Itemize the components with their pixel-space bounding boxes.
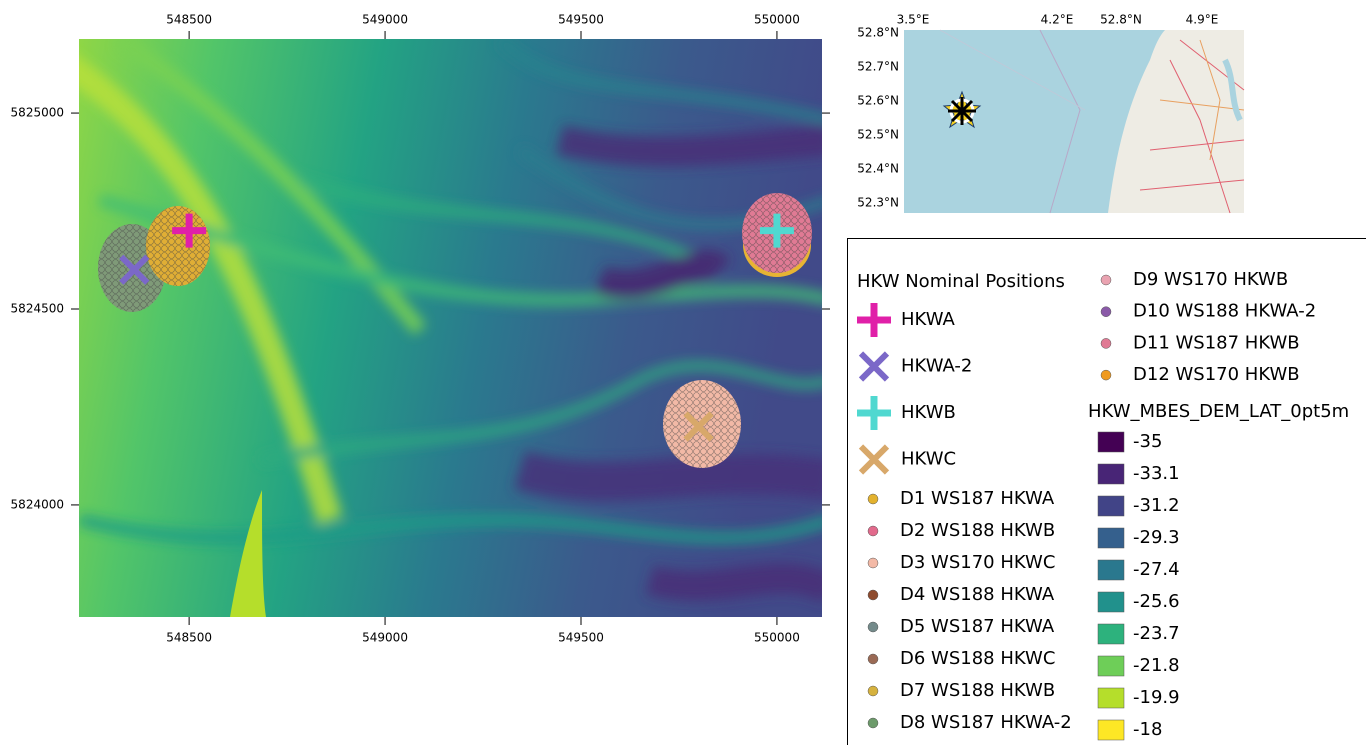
legend-swatch [1098,688,1124,708]
legend-label: D10 WS188 HKWA-2 [1133,301,1316,322]
legend-swatch [1098,560,1124,580]
legend-symbol [861,447,887,473]
legend-label: -35 [1133,431,1162,452]
legend-swatch [1098,720,1124,740]
x-tick-label: 549000 [362,631,408,645]
legend-symbol [857,396,891,430]
legend-label: -33.1 [1133,463,1180,484]
legend-label: HKWA [901,309,956,330]
legend-label: D3 WS170 HKWC [900,552,1055,573]
legend-symbol [861,354,887,380]
legend-label: -19.9 [1133,687,1180,708]
x-tick-label: 550000 [754,631,800,645]
legend-title: HKW Nominal Positions [857,271,1065,292]
x-tick-label: 549500 [558,631,604,645]
legend-swatch [1098,656,1124,676]
legend-label: D5 WS187 HKWA [900,616,1055,637]
x-tick-label: 550000 [754,13,800,27]
legend-label: -27.4 [1133,559,1180,580]
legend-label: D6 WS188 HKWC [900,648,1055,669]
legend-label: D8 WS187 HKWA-2 [900,712,1072,733]
legend-label: HKWA-2 [901,356,972,377]
legend-swatch [1098,432,1124,452]
inset-lat-label: 52.7°N [857,60,899,74]
legend-symbol [857,303,891,337]
inset-lon-label: 4.9°E [1186,13,1219,27]
legend-swatch [1098,496,1124,516]
inset-lon-label: 4.2°E [1041,13,1074,27]
legend-label: HKWB [901,402,956,423]
legend-dot [868,558,878,568]
legend-dot [868,494,878,504]
y-tick-label: 5824000 [11,497,64,511]
inset-lon-label: 52.8°N [1100,13,1142,27]
x-tick-label: 549500 [558,13,604,27]
inset-lat-label: 52.3°N [857,196,899,210]
legend-swatch [1098,464,1124,484]
legend-dot [868,590,878,600]
legend-dot [868,526,878,536]
legend-label: -23.7 [1133,623,1180,644]
legend-label: -31.2 [1133,495,1180,516]
legend-label: -29.3 [1133,527,1180,548]
legend-dot [1101,338,1111,348]
legend-label: -21.8 [1133,655,1180,676]
legend-label: HKWC [901,449,956,470]
legend-dot [868,622,878,632]
legend-label: D7 WS188 HKWB [900,680,1055,701]
legend-dot [868,686,878,696]
inset-lat-label: 52.4°N [857,162,899,176]
dem-raster [60,39,830,617]
inset-lat-label: 52.5°N [857,128,899,142]
legend-dot [1101,307,1111,317]
x-tick-label: 548500 [166,13,212,27]
legend-swatch [1098,528,1124,548]
y-tick-label: 5824500 [11,301,64,315]
legend-swatch [1098,624,1124,644]
legend-label: -25.6 [1133,591,1180,612]
legend-dot [868,718,878,728]
x-tick-label: 548500 [166,631,212,645]
legend-dot [1101,370,1111,380]
page: HKW Nominal Positions HKW_MBES_DEM_LAT_0… [0,0,1366,745]
inset-map [904,30,1244,213]
legend-dot [1101,275,1111,285]
legend-label: D9 WS170 HKWB [1133,269,1288,290]
legend-label: D11 WS187 HKWB [1133,332,1300,353]
dem-legend-title: HKW_MBES_DEM_LAT_0pt5m [1088,401,1349,422]
legend-dot [868,654,878,664]
legend-label: D1 WS187 HKWA [900,488,1055,509]
legend-label: -18 [1133,719,1162,740]
y-tick-label: 5825000 [11,106,64,120]
legend-label: D2 WS188 HKWB [900,520,1055,541]
figure: HKW Nominal Positions HKW_MBES_DEM_LAT_0… [0,0,1366,745]
legend-label: D12 WS170 HKWB [1133,364,1300,385]
x-tick-label: 549000 [362,13,408,27]
legend-swatch [1098,592,1124,612]
inset-lat-label: 52.6°N [857,94,899,108]
inset-lon-label: 3.5°E [897,13,930,27]
legend-label: D4 WS188 HKWA [900,584,1055,605]
inset-lat-label: 52.8°N [857,26,899,40]
